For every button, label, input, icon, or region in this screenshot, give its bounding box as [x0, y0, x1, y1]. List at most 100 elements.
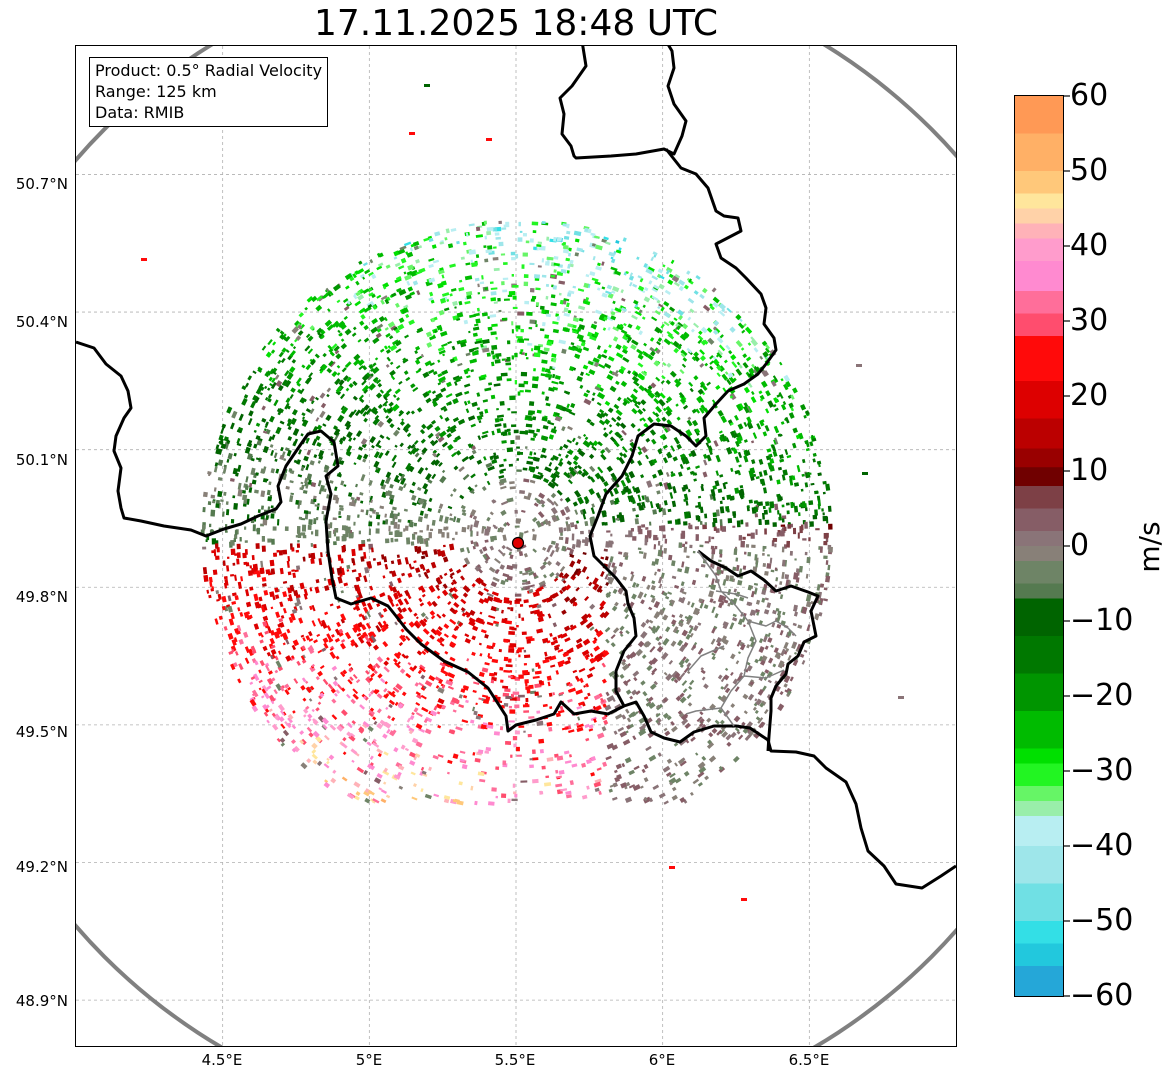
velocity-echo: [210, 509, 216, 517]
velocity-echo: [515, 598, 522, 602]
lat-tick-label: 49.8°N: [15, 588, 68, 606]
velocity-echo: [336, 536, 340, 541]
velocity-echo: [281, 632, 289, 641]
velocity-echo: [702, 304, 711, 312]
velocity-echo: [716, 729, 723, 736]
velocity-echo: [529, 758, 533, 761]
velocity-echo: [301, 659, 307, 664]
velocity-echo: [525, 682, 528, 687]
velocity-echo: [319, 410, 326, 419]
velocity-echo: [407, 572, 413, 578]
velocity-echo: [421, 593, 426, 598]
velocity-echo: [731, 361, 738, 368]
velocity-echo: [565, 257, 571, 262]
velocity-echo: [789, 550, 793, 556]
velocity-echo: [808, 537, 811, 542]
velocity-echo: [342, 737, 347, 742]
velocity-echo: [470, 785, 474, 791]
velocity-echo: [473, 323, 479, 327]
velocity-echo: [215, 499, 220, 504]
velocity-echo: [444, 416, 450, 422]
velocity-echo: [449, 293, 453, 297]
velocity-echo: [482, 399, 489, 403]
velocity-echo: [606, 465, 613, 473]
velocity-echo: [529, 764, 534, 769]
velocity-echo: [491, 459, 498, 465]
velocity-echo: [282, 549, 288, 555]
velocity-echo: [594, 309, 602, 315]
velocity-echo: [566, 403, 570, 409]
velocity-echo: [343, 484, 347, 487]
velocity-echo: [544, 396, 550, 402]
velocity-echo: [646, 480, 653, 488]
velocity-echo: [393, 256, 398, 260]
velocity-echo: [465, 699, 469, 704]
velocity-echo: [218, 615, 223, 621]
velocity-echo: [353, 358, 361, 366]
velocity-echo: [304, 345, 311, 352]
velocity-echo: [217, 477, 223, 481]
velocity-echo: [529, 451, 533, 456]
velocity-echo: [329, 480, 334, 484]
velocity-echo: [430, 561, 437, 569]
velocity-echo: [438, 462, 443, 467]
velocity-echo: [762, 487, 768, 494]
velocity-echo: [594, 281, 601, 286]
velocity-echo: [392, 429, 400, 437]
velocity-echo: [474, 277, 480, 282]
velocity-echo: [387, 715, 392, 720]
velocity-echo: [764, 528, 767, 535]
velocity-echo: [461, 512, 467, 517]
velocity-echo: [638, 550, 644, 555]
velocity-echo: [810, 434, 815, 439]
velocity-echo: [613, 403, 620, 410]
velocity-echo: [733, 715, 741, 723]
velocity-echo: [441, 532, 445, 538]
velocity-echo: [472, 689, 477, 694]
velocity-echo: [806, 624, 811, 632]
velocity-echo: [683, 521, 688, 526]
velocity-echo: [642, 407, 646, 412]
velocity-echo: [598, 790, 602, 795]
velocity-echo: [229, 573, 235, 577]
velocity-echo: [534, 691, 539, 696]
velocity-echo: [719, 474, 724, 478]
colorbar-segment: [1015, 711, 1063, 749]
velocity-echo: [424, 467, 429, 471]
velocity-echo: [520, 780, 528, 783]
velocity-echo: [641, 417, 646, 422]
velocity-echo: [420, 438, 426, 444]
velocity-echo: [703, 604, 709, 610]
velocity-echo: [558, 572, 564, 578]
velocity-echo: [263, 711, 269, 717]
velocity-echo: [494, 359, 501, 364]
colorbar-tick-label: 30: [1070, 303, 1109, 338]
velocity-echo: [659, 275, 665, 280]
velocity-echo: [719, 506, 725, 514]
velocity-echo: [779, 361, 783, 366]
velocity-echo: [528, 466, 536, 472]
velocity-echo: [386, 356, 391, 362]
velocity-echo: [674, 777, 682, 784]
velocity-echo: [663, 500, 668, 506]
velocity-echo: [543, 477, 550, 484]
velocity-echo: [564, 454, 569, 459]
velocity-echo: [732, 447, 737, 453]
velocity-echo: [574, 509, 579, 515]
velocity-echo: [785, 648, 790, 652]
velocity-echo: [770, 569, 775, 573]
velocity-echo: [295, 549, 300, 553]
velocity-echo: [311, 742, 318, 750]
velocity-echo: [323, 763, 330, 769]
velocity-echo: [328, 347, 334, 354]
velocity-echo: [714, 545, 718, 550]
velocity-echo: [634, 303, 639, 308]
velocity-echo: [601, 726, 607, 732]
velocity-echo: [395, 603, 399, 607]
velocity-echo: [325, 414, 332, 422]
velocity-echo: [444, 237, 448, 241]
velocity-echo: [382, 641, 389, 648]
velocity-echo: [716, 569, 722, 575]
velocity-echo: [662, 637, 670, 646]
velocity-echo: [234, 574, 238, 581]
